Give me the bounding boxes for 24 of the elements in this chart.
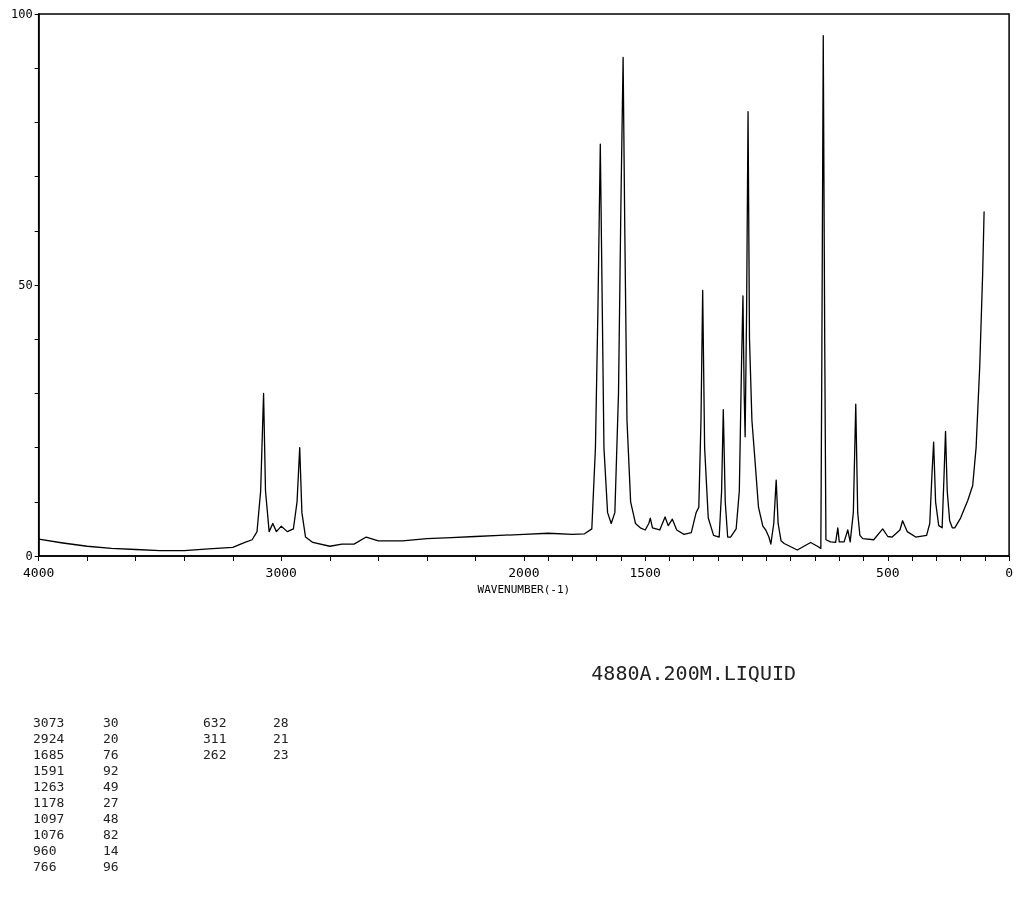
y-tick-label: 100 [10, 7, 33, 21]
x-axis-title: WAVENUMBER(-1) [477, 582, 571, 596]
text: 1685 76 [33, 747, 119, 762]
text: 766 96 [33, 859, 119, 874]
y-tick-label: 50 [18, 278, 33, 292]
text: 4880A.200M.LIQUID [591, 661, 797, 685]
text: 1178 27 [33, 795, 119, 810]
x-tick-label: 1500 [629, 565, 661, 580]
text: 1097 48 [33, 811, 119, 826]
text: 1591 92 [33, 763, 119, 778]
text: 262 23 [203, 747, 289, 762]
x-tick-label: 0 [1005, 565, 1013, 580]
text: 1263 49 [33, 779, 119, 794]
x-tick-label: 3000 [265, 565, 297, 580]
text: 1076 82 [33, 827, 119, 842]
x-tick-label: 2000 [508, 565, 540, 580]
x-tick-label: 500 [876, 565, 900, 580]
x-tick-label: 4000 [23, 565, 55, 580]
text: 3073 30 [33, 715, 119, 730]
text: 2924 20 [33, 731, 119, 746]
text: 311 21 [203, 731, 289, 746]
text: 960 14 [33, 843, 119, 858]
text: 632 28 [203, 715, 289, 730]
y-tick-label: 0 [25, 549, 33, 563]
